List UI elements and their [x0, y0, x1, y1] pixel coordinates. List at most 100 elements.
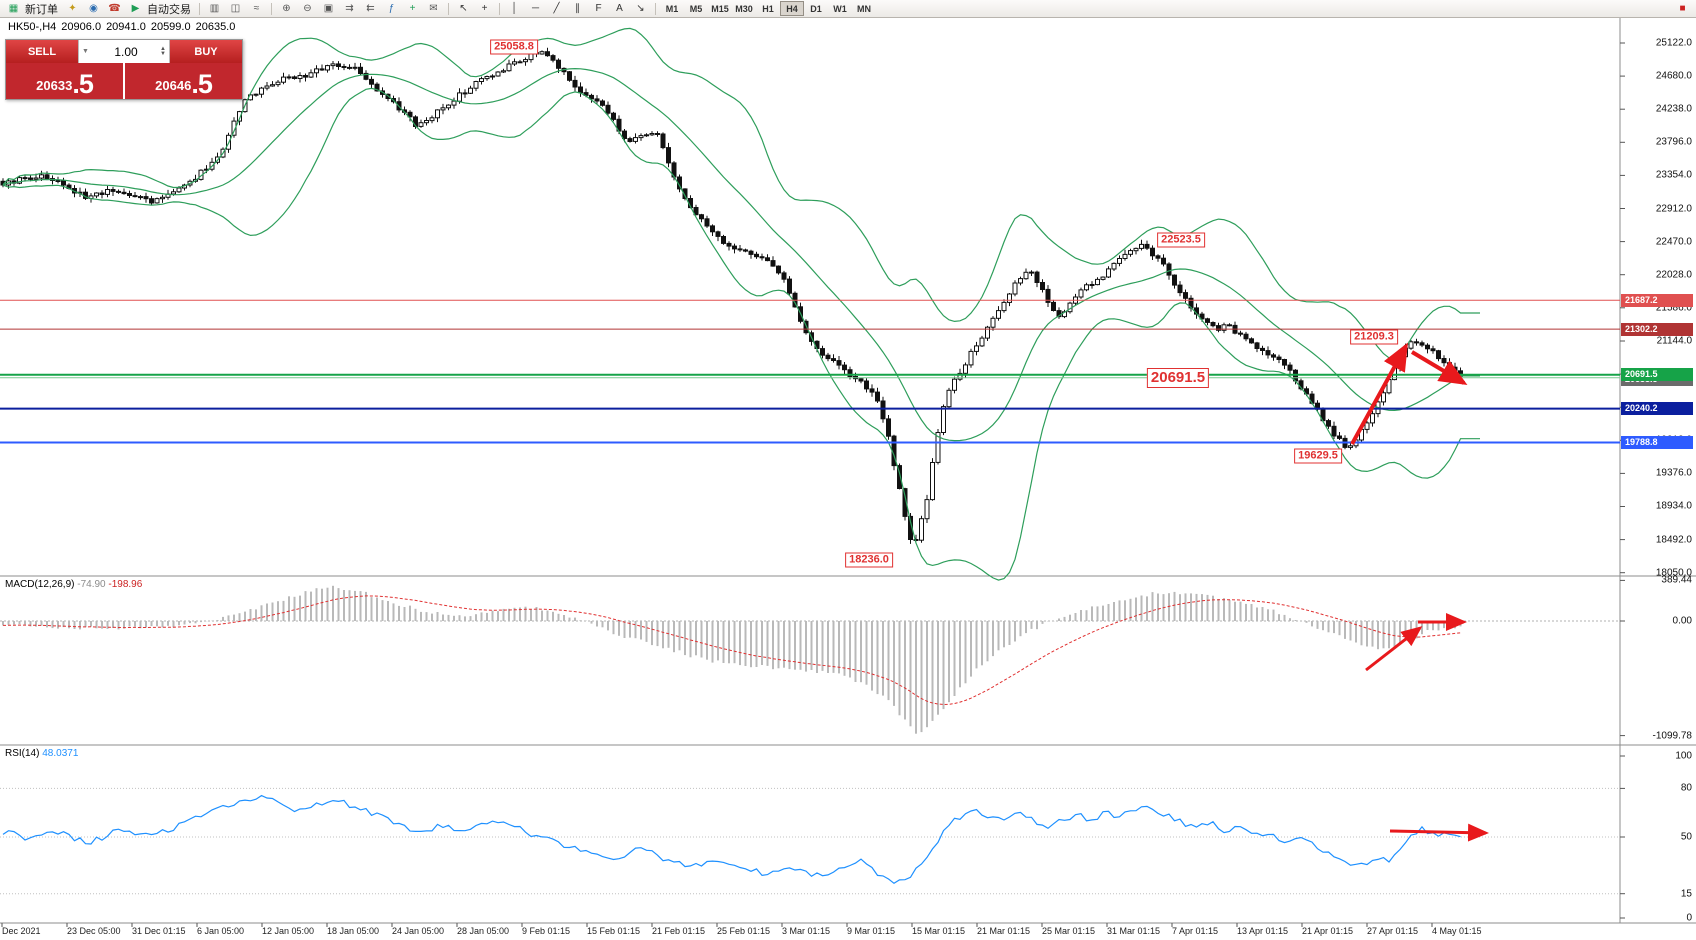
toolbar-separator	[271, 2, 272, 15]
price-axis-label: 19376.0	[1655, 467, 1692, 479]
price-callout-label[interactable]: 19629.5	[1294, 448, 1342, 464]
time-axis-label: 27 Apr 01:15	[1367, 926, 1419, 936]
volume-stepper[interactable]: ▲ ▼	[160, 45, 169, 57]
toolbar: ▦ 新订单 ✦ ◉ ☎ ▶ 自动交易 ▥ ◫ ≈ ⊕ ⊖ ▣ ⇉ ⇇ ƒ + ✉ ↖ + │ ─ ╱ ∥ F A ↘ M1 M5 M15 M…	[0, 0, 1696, 18]
keys-icon[interactable]: ✦	[63, 1, 82, 16]
time-axis-label: 7 Apr 01:15	[1172, 926, 1219, 936]
indicators-icon[interactable]: ƒ	[382, 1, 401, 16]
tile-windows-icon[interactable]: ▣	[319, 1, 338, 16]
time-axis-label: 28 Jan 05:00	[457, 926, 510, 936]
timeframe-d1[interactable]: D1	[804, 1, 828, 16]
rsi-series	[2, 794, 1461, 885]
toolbar-separator	[499, 2, 500, 15]
time-axis-label: 23 Dec 05:00	[67, 926, 121, 936]
new-order-label[interactable]: 新订单	[25, 3, 58, 16]
price-callout-label[interactable]: 22523.5	[1157, 232, 1205, 248]
timeframe-mn[interactable]: MN	[852, 1, 876, 16]
time-axis-label: 31 Mar 01:15	[1107, 926, 1161, 936]
cursor-icon[interactable]: ↖	[454, 1, 473, 16]
sell-price[interactable]: 20633.5	[6, 63, 123, 99]
price-axis-label: 24680.0	[1655, 70, 1692, 82]
autotrade-label[interactable]: 自动交易	[147, 3, 191, 16]
trendline-icon[interactable]: ╱	[547, 1, 566, 16]
price-axis-label: 23796.0	[1655, 136, 1692, 148]
macd-name: MACD(12,26,9)	[5, 579, 75, 590]
line-chart-icon[interactable]: ≈	[247, 1, 266, 16]
channel-icon[interactable]: ∥	[568, 1, 587, 16]
price-badge: 21687.2	[1621, 293, 1693, 307]
pullback-annotation-arrow[interactable]	[1410, 350, 1468, 386]
macd-up-annotation-arrow[interactable]	[1365, 626, 1423, 672]
price-axis-label: 18050.0	[1655, 567, 1692, 579]
macd-signal-value: -198.96	[108, 579, 143, 590]
timeframe-m15[interactable]: M15	[708, 1, 732, 16]
time-axis-label: 6 Jan 05:00	[197, 926, 245, 936]
price-callout-label[interactable]: 25058.8	[490, 39, 538, 55]
arrows-tool-icon[interactable]: ↘	[631, 1, 650, 16]
sell-button[interactable]: SELL	[6, 40, 78, 63]
zoom-out-icon[interactable]: ⊖	[298, 1, 317, 16]
timeframe-w1[interactable]: W1	[828, 1, 852, 16]
price-callout-label[interactable]: 20691.5	[1146, 368, 1210, 388]
volume-dropdown-caret-icon[interactable]: ▼	[82, 48, 89, 55]
time-axis-label: 15 Mar 01:15	[912, 926, 966, 936]
price-axis-label: 21144.0	[1656, 335, 1692, 347]
add-indicator-icon[interactable]: +	[403, 1, 422, 16]
rsi-flat-annotation-arrow[interactable]	[1389, 823, 1489, 842]
price-axis-label: 21586.0	[1655, 302, 1692, 314]
buy-price-main: 20646	[155, 78, 192, 93]
axis-ticks	[1, 42, 1625, 927]
profile-icon[interactable]: ◉	[84, 1, 103, 16]
rally-annotation-arrow[interactable]	[1350, 342, 1408, 445]
price-axis-label: 22470.0	[1655, 236, 1692, 248]
macd-axis-label: -1099.78	[1652, 730, 1692, 742]
buy-price-pips: .5	[191, 69, 213, 99]
time-axis-label: 9 Mar 01:15	[847, 926, 896, 936]
timeframe-h4[interactable]: H4	[780, 1, 804, 16]
timeframe-m1[interactable]: M1	[660, 1, 684, 16]
timeframe-h1[interactable]: H1	[756, 1, 780, 16]
ohlc-low: 20599.0	[150, 21, 191, 33]
crosshair-icon[interactable]: +	[475, 1, 494, 16]
text-tool-icon[interactable]: A	[610, 1, 629, 16]
alert-phone-icon[interactable]: ☎	[105, 1, 124, 16]
timeframe-m30[interactable]: M30	[732, 1, 756, 16]
new-order-chart-icon[interactable]: ▦	[4, 1, 23, 16]
fibonacci-icon[interactable]: F	[589, 1, 608, 16]
rsi-axis-label: 50	[1680, 831, 1692, 843]
macd-axis-label: 0.00	[1672, 615, 1692, 627]
horizontal-line-icon[interactable]: ─	[526, 1, 545, 16]
candlestick-chart-icon[interactable]: ◫	[226, 1, 245, 16]
volume-field[interactable]: ▼ 1.00 ▲ ▼	[78, 40, 170, 63]
volume-down-icon[interactable]: ▼	[160, 50, 166, 57]
volume-up-icon[interactable]: ▲	[160, 45, 166, 52]
autotrade-play-icon[interactable]: ▶	[126, 1, 145, 16]
time-axis-label: 21 Apr 01:15	[1302, 926, 1354, 936]
vertical-line-icon[interactable]: │	[505, 1, 524, 16]
volume-value[interactable]: 1.00	[114, 44, 138, 59]
price-axis-label: 22912.0	[1655, 203, 1692, 215]
price-badge: 21302.2	[1621, 322, 1693, 336]
symbol-period-label: HK50-,H4	[8, 21, 57, 33]
price-axis-label: 24238.0	[1655, 103, 1692, 115]
buy-price[interactable]: 20646.5	[125, 63, 242, 99]
sell-price-main: 20633	[36, 78, 73, 93]
time-axis-label: 13 Apr 01:15	[1237, 926, 1289, 936]
price-callout-label[interactable]: 21209.3	[1350, 329, 1398, 345]
ohlc-close: 20635.0	[195, 21, 236, 33]
price-callout-label[interactable]: 18236.0	[845, 552, 893, 568]
buy-button[interactable]: BUY	[170, 40, 242, 63]
new-email-icon[interactable]: ✉	[424, 1, 443, 16]
time-axis-label: 9 Feb 01:15	[522, 926, 571, 936]
record-icon[interactable]: ■	[1673, 1, 1692, 16]
chart-shift-icon[interactable]: ⇇	[361, 1, 380, 16]
price-axis-label: 23354.0	[1655, 169, 1692, 181]
bar-chart-icon[interactable]: ▥	[205, 1, 224, 16]
auto-scroll-icon[interactable]: ⇉	[340, 1, 359, 16]
zoom-in-icon[interactable]: ⊕	[277, 1, 296, 16]
timeframe-m5[interactable]: M5	[684, 1, 708, 16]
time-axis-label: 21 Mar 01:15	[977, 926, 1031, 936]
panel-frame	[0, 18, 1696, 924]
price-axis-label: 25122.0	[1655, 37, 1692, 49]
